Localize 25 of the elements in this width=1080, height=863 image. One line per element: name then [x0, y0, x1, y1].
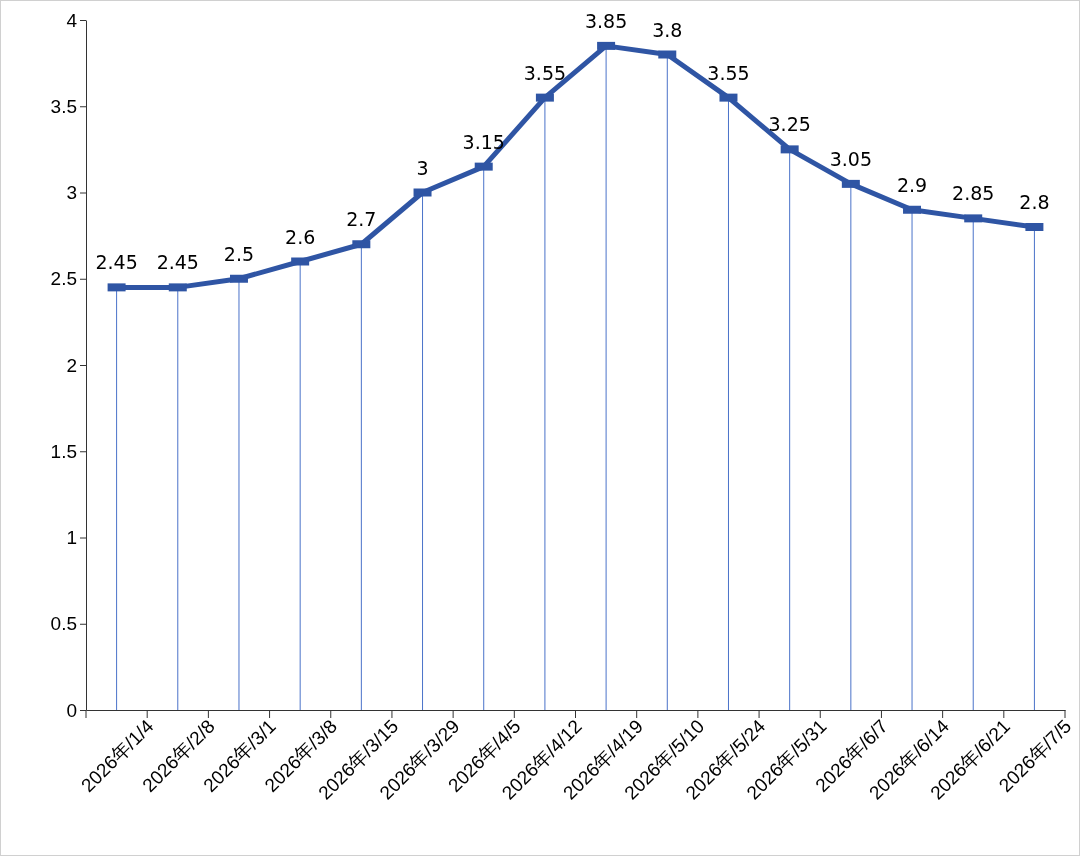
data-label: 3.25 — [768, 113, 811, 136]
data-label: 3.85 — [584, 9, 628, 32]
data-label: 2.5 — [223, 242, 255, 265]
data-label: 3.15 — [462, 130, 505, 153]
data-label: 2.6 — [285, 225, 316, 248]
data-label: 2.45 — [95, 251, 138, 274]
data-label: 2.9 — [896, 173, 928, 196]
data-label: 3 — [416, 156, 429, 179]
y-tick-label: 0 — [66, 699, 77, 721]
y-tick-label: 1 — [66, 527, 77, 549]
y-tick-label: 3.5 — [50, 95, 77, 117]
data-label: 2.45 — [156, 251, 199, 274]
y-tick-label: 1.5 — [50, 440, 77, 462]
y-tick-label: 4 — [66, 9, 78, 31]
data-label: 3.55 — [707, 61, 750, 84]
data-label: 2.7 — [346, 208, 377, 231]
y-tick-label: 2.5 — [50, 268, 77, 290]
y-tick-label: 2 — [66, 354, 77, 376]
data-label: 3.8 — [652, 18, 683, 41]
data-label: 3.05 — [829, 147, 872, 170]
y-tick-label: 0.5 — [50, 613, 77, 635]
data-label: 3.55 — [523, 61, 567, 84]
data-label: 2.85 — [952, 182, 995, 205]
data-label: 2.8 — [1019, 191, 1050, 213]
y-tick-label: 3 — [66, 182, 77, 204]
